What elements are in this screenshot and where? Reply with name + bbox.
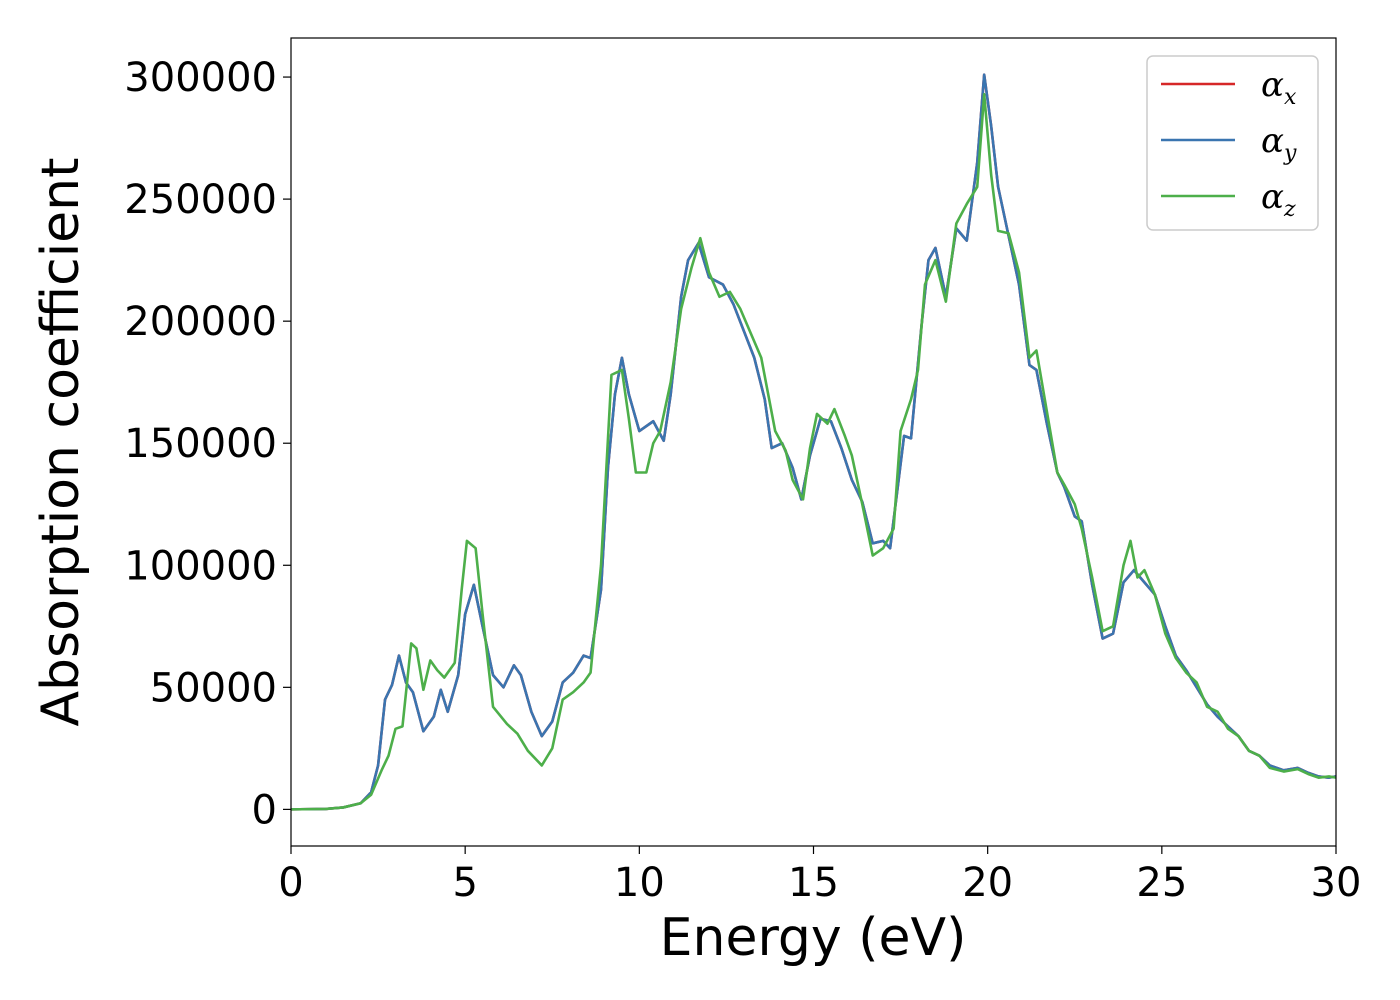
legend-label-x: αx <box>1261 65 1297 110</box>
legend-symbol: α <box>1261 65 1284 105</box>
x-tick-label: 5 <box>452 860 477 906</box>
x-tick-label: 25 <box>1136 860 1187 906</box>
series-line-y <box>291 73 1336 811</box>
y-tick-label: 50000 <box>150 665 277 711</box>
y-tick-label: 300000 <box>124 55 277 101</box>
plot-layer <box>291 73 1336 811</box>
legend-subscript: z <box>1283 197 1296 222</box>
legend-subscript: x <box>1284 85 1297 110</box>
plot-frame <box>290 37 1337 847</box>
ticks-layer: 0 5 10 15 20 25 30 0 50000 100000 150000 200000 2500… <box>124 55 1361 906</box>
x-tick-label: 0 <box>278 860 303 906</box>
x-axis-title: Energy (eV) <box>660 908 967 968</box>
legend-subscript: y <box>1283 141 1297 166</box>
legend-symbol: α <box>1261 121 1284 161</box>
y-axis-title: Absorption coefficient <box>31 157 91 726</box>
x-tick-label: 15 <box>788 860 839 906</box>
legend-symbol: α <box>1261 177 1284 217</box>
legend-box <box>1146 55 1319 231</box>
y-tick-label: 200000 <box>124 299 277 345</box>
y-tick-label: 150000 <box>124 421 277 467</box>
legend-label-z: αz <box>1261 177 1296 222</box>
x-tick-label: 20 <box>962 860 1013 906</box>
x-tick-label: 10 <box>614 860 665 906</box>
y-tick-label: 0 <box>252 787 277 833</box>
y-tick-label: 100000 <box>124 543 277 589</box>
x-tick-label: 30 <box>1311 860 1362 906</box>
series-line-z <box>291 92 1336 811</box>
y-tick-label: 250000 <box>124 177 277 223</box>
legend-label-y: αy <box>1261 121 1297 166</box>
